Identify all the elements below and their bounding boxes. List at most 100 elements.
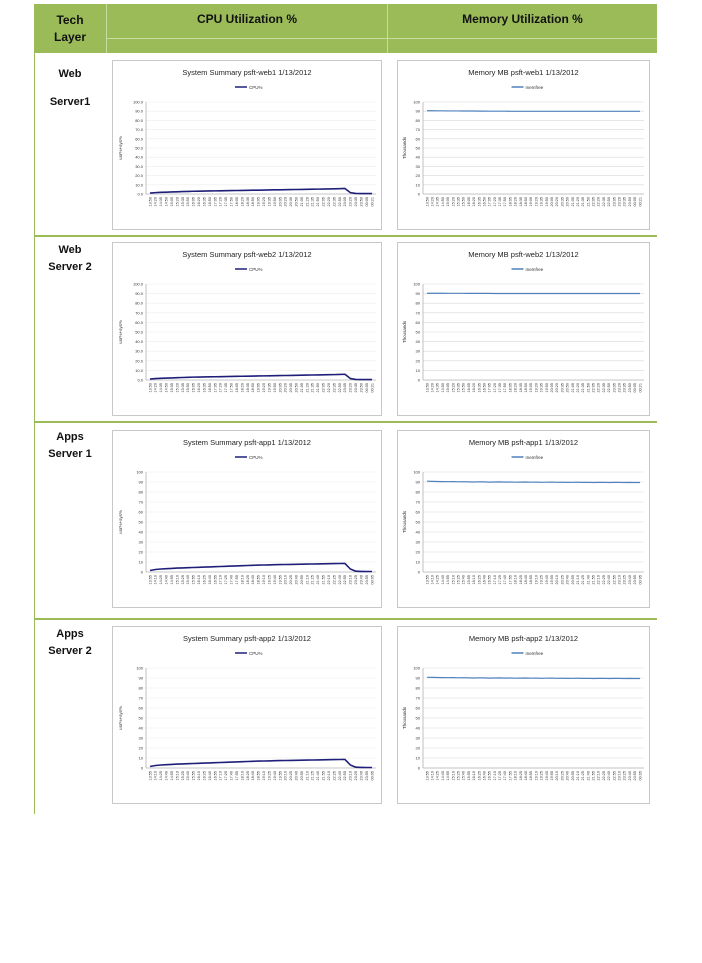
x-tick-label: 14:10 [430, 575, 434, 585]
legend-label: CPU% [249, 455, 263, 460]
x-tick-label: 19:10 [262, 771, 266, 781]
row-label-line2: Server 1 [48, 448, 92, 460]
x-tick-label: 17:40 [503, 575, 507, 585]
x-tick-label: 16:50 [482, 383, 486, 393]
x-tick-label: 20:50 [294, 383, 298, 393]
x-tick-label: 18:40 [251, 771, 255, 781]
x-tick-label: 17:25 [224, 771, 228, 781]
x-tick-label: 14:25 [159, 771, 163, 781]
x-tick-label: 21:55 [322, 771, 326, 781]
header-cpu-cell [107, 4, 387, 53]
x-tick-label: 16:40 [208, 771, 212, 781]
x-tick-label: 20:20 [555, 383, 559, 393]
x-tick-label: 16:55 [213, 771, 217, 781]
y-axis-label: usr%+sys% [118, 136, 123, 160]
x-tick-label: 22:20 [597, 383, 601, 393]
y-tick-label: 50 [416, 146, 421, 151]
x-tick-label: 17:55 [235, 575, 239, 585]
y-tick-label: 60 [416, 320, 421, 325]
y-tick-label: 20.0 [135, 358, 144, 363]
chart-frame [397, 242, 650, 416]
y-tick-label: 60 [416, 706, 421, 711]
x-tick-label: 23:10 [618, 575, 622, 585]
legend-label: memfree [526, 85, 544, 90]
x-tick-label: 17:05 [488, 383, 492, 393]
x-tick-label: 15:40 [186, 575, 190, 585]
header-tech-line2: Layer [53, 30, 87, 44]
y-tick-label: 40 [139, 726, 144, 731]
x-tick-label: 15:35 [456, 197, 460, 207]
x-tick-label: 17:25 [498, 771, 502, 781]
x-tick-label: 16:20 [472, 197, 476, 207]
x-tick-label: 22:05 [322, 197, 326, 207]
x-tick-label: 17:50 [230, 197, 234, 207]
x-tick-label: 17:35 [224, 197, 228, 207]
y-tick-label: 60 [416, 510, 421, 515]
x-tick-label: 14:35 [159, 383, 163, 393]
x-tick-label: 21:05 [571, 197, 575, 207]
x-tick-label: 21:50 [586, 383, 590, 393]
legend-label: memfree [526, 651, 544, 656]
x-tick-label: 19:40 [273, 575, 277, 585]
y-tick-label: 50 [416, 520, 421, 525]
y-tick-label: 10.0 [135, 368, 144, 373]
x-tick-label: 21:20 [305, 383, 309, 393]
x-tick-label: 22:35 [332, 197, 336, 207]
y-tick-label: 0.0 [137, 192, 143, 197]
y-tick-label: 20 [416, 358, 421, 363]
x-tick-label: 23:35 [623, 383, 627, 393]
x-tick-label: 16:35 [202, 197, 206, 207]
x-tick-label: 16:25 [477, 575, 481, 585]
y-tick-label: 30 [139, 736, 144, 741]
x-tick-label: 16:10 [472, 575, 476, 585]
x-tick-label: 18:55 [257, 575, 261, 585]
x-tick-label: 22:05 [322, 383, 326, 393]
y-axis-label: usr%+sys% [118, 510, 123, 534]
chart-frame [112, 60, 382, 230]
x-tick-label: 22:35 [602, 197, 606, 207]
x-tick-label: 23:55 [365, 575, 369, 585]
x-tick-label: 16:25 [477, 771, 481, 781]
y-axis-label: usr%+sys% [118, 320, 123, 344]
y-tick-label: 80.0 [135, 301, 144, 306]
x-tick-label: 23:20 [349, 197, 353, 207]
x-tick-label: 15:05 [446, 383, 450, 393]
y-tick-label: 10 [416, 182, 421, 187]
x-tick-label: 21:40 [586, 771, 590, 781]
x-tick-label: 19:05 [257, 197, 261, 207]
x-tick-label: 14:50 [165, 383, 169, 393]
x-tick-label: 22:50 [607, 197, 611, 207]
x-tick-label: 16:55 [213, 575, 217, 585]
y-tick-label: 80 [416, 301, 421, 306]
x-tick-label: 21:35 [311, 383, 315, 393]
x-tick-label: 22:25 [332, 575, 336, 585]
chart-mem-web2: Memory MB psft-web2 1/13/2012memfree1009… [397, 242, 650, 416]
x-tick-label: 19:05 [257, 383, 261, 393]
x-tick-label: 23:55 [633, 771, 637, 781]
chart-cpu-web2: System Summary psft-web2 1/13/2012 CPU% 10… [112, 242, 382, 416]
x-tick-label: 20:25 [289, 575, 293, 585]
y-tick-label: 50 [416, 716, 421, 721]
x-tick-label: 21:40 [586, 575, 590, 585]
x-tick-label: 22:35 [602, 383, 606, 393]
x-tick-label: 14:55 [446, 575, 450, 585]
y-tick-label: 50 [139, 716, 144, 721]
x-tick-label: 21:35 [311, 197, 315, 207]
x-tick-label: 19:40 [273, 771, 277, 781]
x-tick-label: 18:05 [508, 383, 512, 393]
x-tick-label: 13:50 [425, 383, 429, 393]
y-tick-label: 100 [413, 666, 420, 671]
x-tick-label: 19:05 [529, 383, 533, 393]
x-tick-label: 17:10 [219, 771, 223, 781]
x-tick-label: 15:35 [181, 383, 185, 393]
chart-title: Memory MB psft-web2 1/13/2012 [468, 250, 578, 259]
x-tick-label: 16:50 [482, 197, 486, 207]
x-tick-label: 20:05 [278, 383, 282, 393]
x-tick-label: 00:21 [638, 197, 642, 207]
header-underline [388, 38, 657, 39]
x-tick-label: 19:50 [273, 197, 277, 207]
x-tick-label: 17:05 [488, 197, 492, 207]
x-tick-label: 00:21 [370, 383, 374, 393]
x-tick-label: 16:05 [467, 197, 471, 207]
x-tick-label: 17:35 [498, 197, 502, 207]
